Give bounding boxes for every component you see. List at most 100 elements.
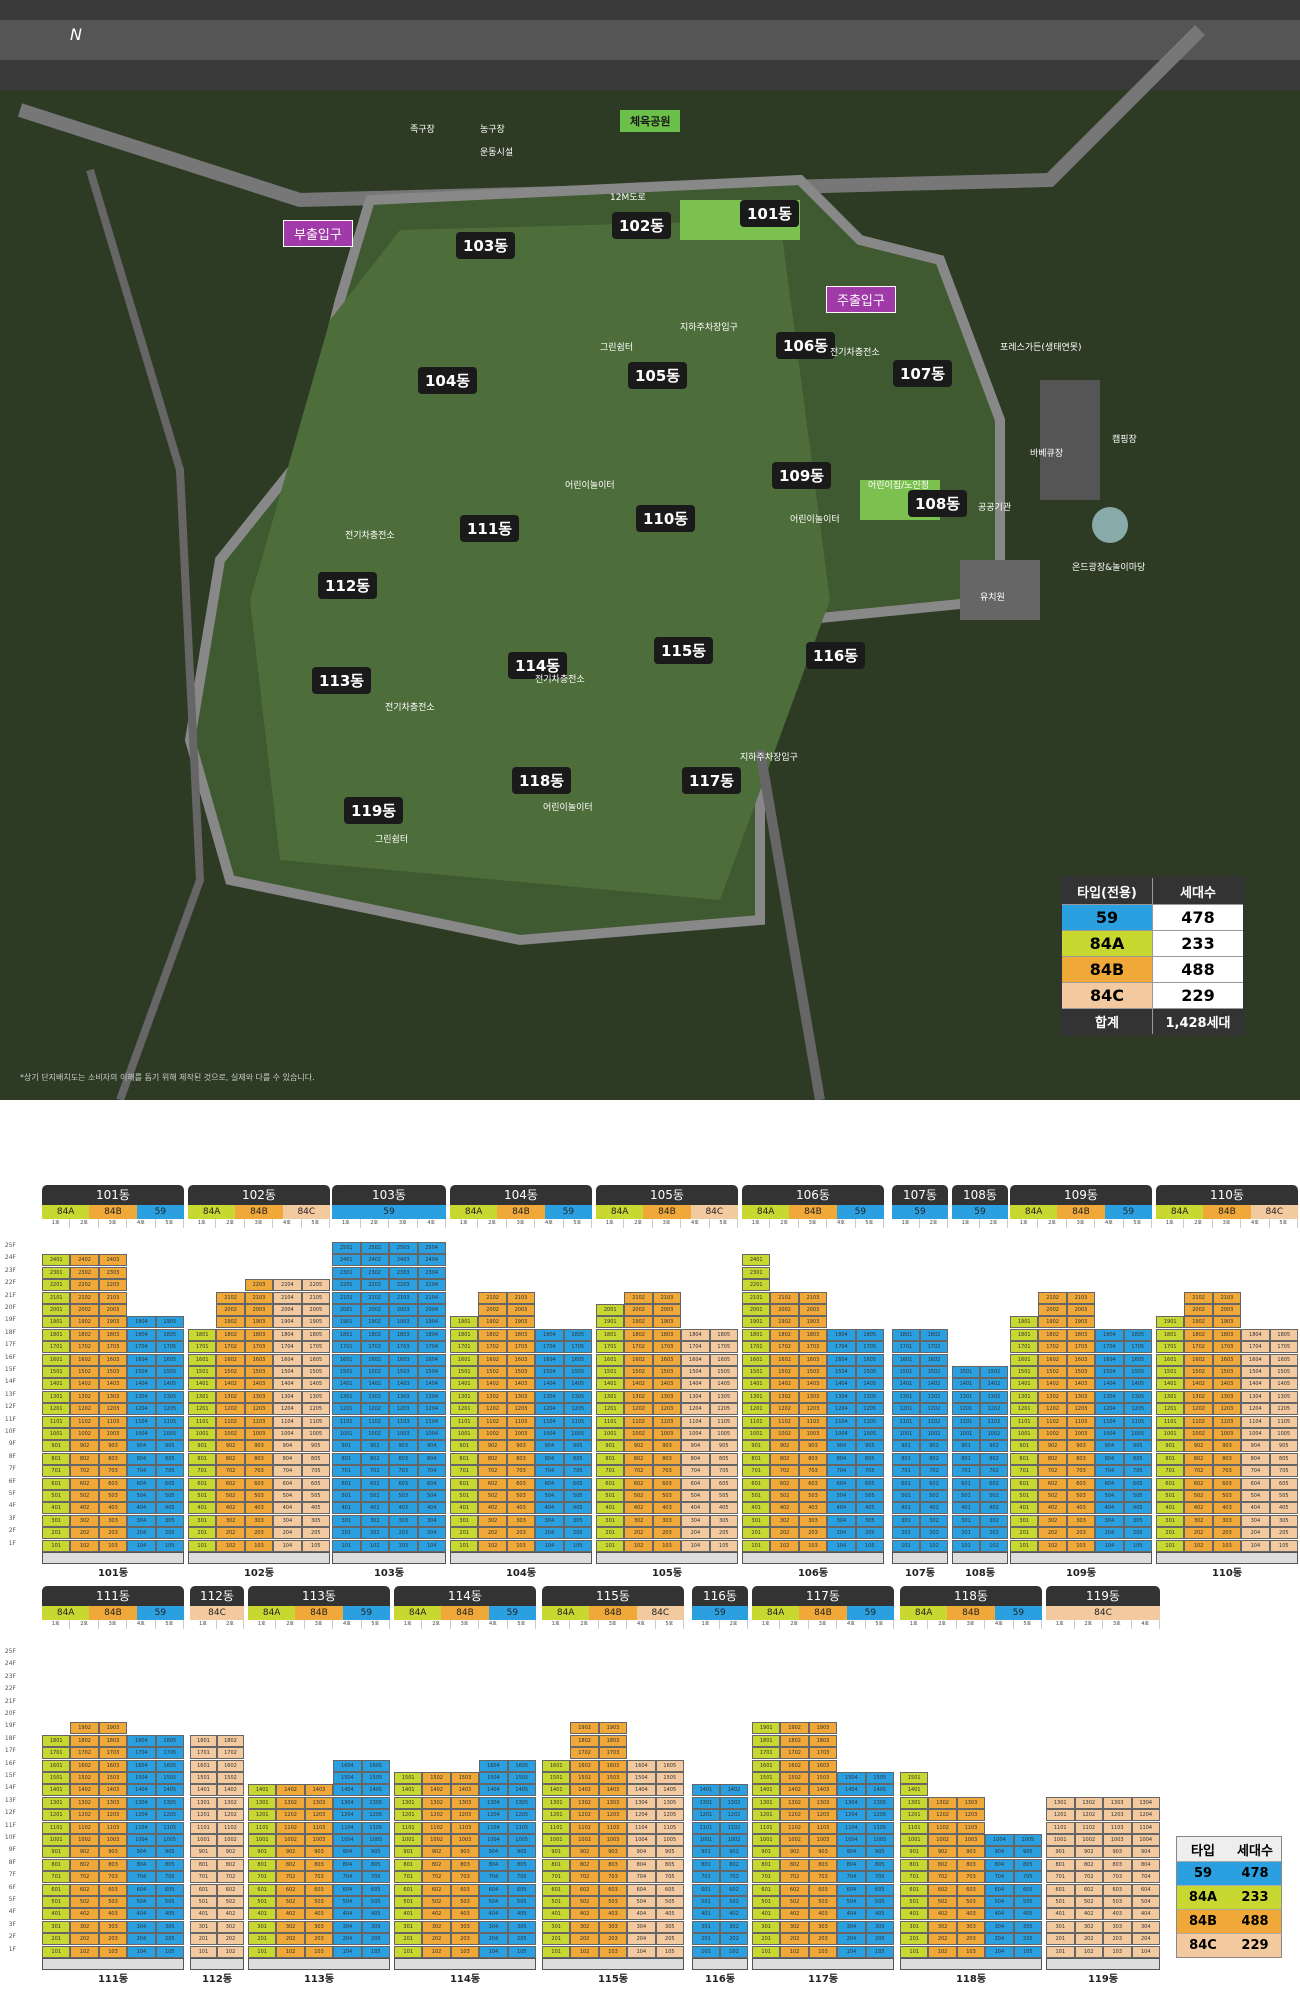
- unit-cell: 1604: [681, 1353, 710, 1366]
- unit-cell: 102: [928, 1945, 957, 1958]
- unit-cell: 405: [1269, 1502, 1298, 1515]
- type-label: 59: [692, 1606, 748, 1620]
- unit-cell: 602: [478, 1477, 507, 1490]
- unit-cell: 102: [980, 1539, 1008, 1552]
- unit-cell: 1401: [542, 1784, 571, 1797]
- unit-cell: 501: [394, 1896, 423, 1908]
- unit-cell: 2102: [1184, 1291, 1213, 1304]
- unit-cell: 501: [332, 1490, 361, 1502]
- unit-cell: 1001: [332, 1428, 361, 1440]
- unit-cell: 2202: [70, 1279, 99, 1292]
- unit-cell: 502: [780, 1896, 809, 1908]
- building-footer-label: 112동: [201, 1974, 233, 1985]
- unit-cell: 1102: [1074, 1821, 1103, 1834]
- building-footer-label: 118동: [955, 1974, 987, 1985]
- unit-cell: 1601: [892, 1353, 920, 1366]
- unit-cell: 2002: [1038, 1304, 1067, 1316]
- line-label: 4호: [273, 1219, 302, 1228]
- unit-cell: 205: [1123, 1527, 1152, 1540]
- floor-label: 11F: [4, 1415, 16, 1423]
- unit-cell: 1201: [596, 1403, 625, 1416]
- floor-label: 3F: [8, 1920, 16, 1928]
- floor-label: 19F: [4, 1722, 16, 1730]
- floor-label: 12F: [4, 1403, 16, 1411]
- unit-cell: 1604: [479, 1759, 508, 1772]
- unit-cell: 301: [394, 1920, 423, 1933]
- line-label: 4호: [1241, 1219, 1270, 1228]
- unit-cell: 502: [720, 1896, 748, 1908]
- line-label: 4호: [837, 1620, 866, 1629]
- unit-cell: 503: [98, 1490, 128, 1502]
- line-label: 3호: [1067, 1219, 1096, 1228]
- line-label: 1호: [542, 1620, 571, 1629]
- type-label: 84C: [690, 1205, 738, 1219]
- facility-label: 그린쉼터: [375, 835, 409, 845]
- unit-cell: 604: [681, 1477, 710, 1490]
- unit-cell: 1205: [655, 1809, 684, 1822]
- unit-cell: 1502: [770, 1366, 799, 1378]
- unit-cell: 1102: [1184, 1415, 1213, 1428]
- unit-cell: 1601: [190, 1759, 217, 1772]
- unit-cell: 603: [1066, 1477, 1096, 1490]
- unit-cell: 701: [1010, 1465, 1039, 1478]
- unit-cell: 2003: [389, 1304, 418, 1316]
- unit-cell: 1902: [216, 1316, 245, 1329]
- unit-cell: 705: [855, 1465, 884, 1478]
- unit-cell: 703: [304, 1871, 334, 1884]
- type-strip: 84A 84B 59: [752, 1606, 894, 1620]
- unit-cell: 1002: [928, 1834, 957, 1846]
- unit-cell: 1105: [1269, 1415, 1298, 1428]
- map-building-label: 104동: [418, 367, 478, 394]
- unit-cell: 1005: [155, 1834, 184, 1846]
- legend2-type: 59: [1177, 1862, 1229, 1885]
- unit-cell: 403: [244, 1502, 274, 1515]
- unit-cell: 1001: [752, 1834, 781, 1846]
- unit-cell: 704: [1241, 1465, 1270, 1478]
- unit-cell: 505: [155, 1896, 184, 1908]
- unit-cell: 1202: [422, 1809, 451, 1822]
- unit-cell: 301: [952, 1514, 980, 1527]
- unit-cell: 1605: [655, 1759, 684, 1772]
- unit-cell: 1202: [478, 1403, 507, 1416]
- line-label: 2호: [1075, 1620, 1103, 1629]
- unit-cell: 1002: [276, 1834, 305, 1846]
- unit-cell: 104: [1241, 1539, 1270, 1552]
- unit-cell: 1001: [42, 1834, 71, 1846]
- unit-cell: 2001: [332, 1304, 361, 1316]
- unit-cell: 1802: [1184, 1328, 1213, 1341]
- unit-cell: 704: [535, 1465, 564, 1478]
- type-label: 84A: [42, 1205, 90, 1219]
- unit-cell: 702: [217, 1871, 244, 1884]
- unit-cell: 305: [507, 1920, 536, 1933]
- unit-cell: 705: [865, 1871, 894, 1884]
- unit-cell: 1203: [652, 1403, 682, 1416]
- type-strip: 84C: [190, 1606, 244, 1620]
- unit-cell: 1203: [1212, 1403, 1242, 1416]
- unit-cell: 804: [127, 1452, 156, 1465]
- unit-cell: 1704: [1241, 1341, 1270, 1354]
- unit-cell: 405: [361, 1908, 390, 1921]
- unit-cell: 2201: [42, 1279, 71, 1292]
- unit-cell: 1402: [920, 1378, 948, 1391]
- unit-cell: 302: [70, 1920, 99, 1933]
- unit-cell: 2104: [417, 1291, 446, 1304]
- unit-cell: 505: [1269, 1490, 1298, 1502]
- unit-cell: 1704: [127, 1747, 156, 1760]
- unit-cell: 701: [42, 1871, 71, 1884]
- unit-cell: 1103: [598, 1821, 628, 1834]
- building-base: [42, 1552, 184, 1564]
- unit-cell: 703: [98, 1465, 128, 1478]
- unit-cell: 102: [422, 1945, 451, 1958]
- unit-cell: 1701: [596, 1341, 625, 1354]
- unit-cell: 1905: [301, 1316, 330, 1329]
- unit-cell: 1801: [752, 1734, 781, 1747]
- unit-cell: 603: [98, 1477, 128, 1490]
- unit-cell: 1701: [1156, 1341, 1185, 1354]
- legend-count: 229: [1181, 986, 1215, 1005]
- unit-cell: 204: [333, 1933, 362, 1946]
- unit-cell: 2002: [216, 1304, 245, 1316]
- type-label: 84B: [643, 1205, 691, 1219]
- unit-cell: 601: [900, 1883, 929, 1896]
- unit-cell: 1003: [304, 1834, 334, 1846]
- type-label: 84A: [188, 1205, 236, 1219]
